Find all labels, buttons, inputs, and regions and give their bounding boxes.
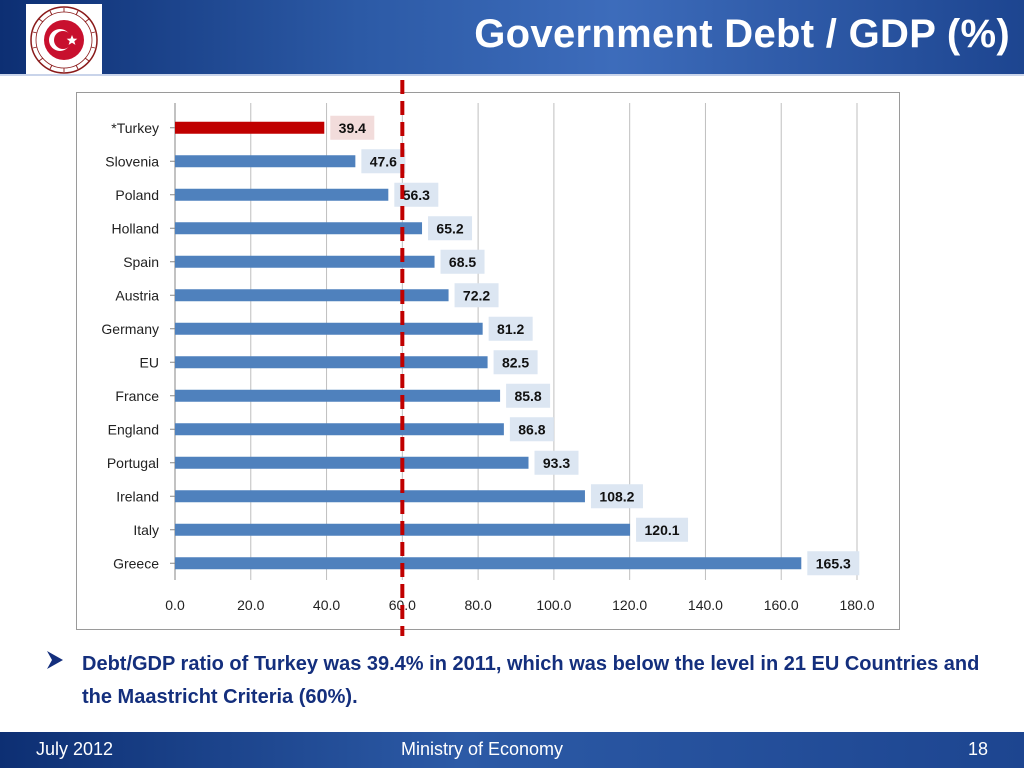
ministry-seal-icon [30,6,98,74]
x-tick-label: 180.0 [839,597,874,613]
category-label: France [115,388,159,404]
category-label: Portugal [107,455,159,471]
category-label: Ireland [116,488,159,504]
data-label: 108.2 [599,488,634,504]
x-tick-label: 160.0 [764,597,799,613]
data-label: 65.2 [436,220,463,236]
x-tick-label: 140.0 [688,597,723,613]
category-label: Austria [115,287,159,303]
slide-title: Government Debt / GDP (%) [474,12,1010,56]
bar [175,356,488,369]
data-label: 93.3 [543,455,570,471]
bar [175,490,585,503]
arrow-bullet-icon [47,651,63,669]
data-label-bg [330,115,375,140]
data-label-bg [493,350,538,375]
bar [175,523,631,536]
bar [175,188,389,201]
bar [175,423,504,436]
x-tick-label: 20.0 [237,597,264,613]
x-tick-label: 60.0 [389,597,416,613]
footer-organization: Ministry of Economy [400,739,564,759]
x-tick-label: 120.0 [612,597,647,613]
data-label: 47.6 [370,153,397,169]
page-number: 18 [967,739,988,759]
data-label: 39.4 [339,120,366,136]
category-label: Italy [133,522,159,538]
category-label: Poland [115,187,159,203]
data-label: 86.8 [518,421,545,437]
footer-date: July 2012 [36,739,114,759]
bar [175,222,423,235]
bar [175,155,356,168]
data-label: 72.2 [463,287,490,303]
bar [175,557,802,570]
bar [175,289,449,302]
bar [175,456,529,469]
data-label-bg [440,249,485,274]
category-label: Slovenia [105,153,159,169]
x-tick-label: 0.0 [165,597,185,613]
data-label-bg [636,517,689,542]
category-label: Spain [123,254,159,270]
data-label-bg [488,316,533,341]
data-label-bg [590,484,643,509]
ministry-logo [26,4,102,76]
x-tick-label: 40.0 [313,597,340,613]
bar [175,255,435,268]
category-label: Germany [101,321,159,337]
debt-gdp-chart: 0.0 20.0 40.0 60.0 80.0 100.0 120.0 140.0 160.0 1… [76,92,900,630]
slide-footer: July 2012 Ministry of Economy 18 [0,732,1024,768]
category-label: *Turkey [111,120,159,136]
data-label: 85.8 [514,388,541,404]
data-label: 165.3 [816,555,851,571]
summary-text: Debt/GDP ratio of Turkey was 39.4% in 20… [82,653,980,708]
category-label: Greece [113,555,159,571]
data-label: 82.5 [502,354,529,370]
data-label-bg [506,383,551,408]
data-label-bg [361,149,406,174]
category-label: EU [140,354,159,370]
x-tick-label: 80.0 [464,597,491,613]
data-label-bg [454,283,499,308]
data-label-bg [509,417,554,442]
bar [175,322,483,335]
bar [175,121,325,134]
slide-header: Government Debt / GDP (%) [0,0,1024,76]
data-label-bg [807,551,860,576]
x-tick-label: 100.0 [536,597,571,613]
category-label: Holland [112,220,159,236]
data-label: 56.3 [403,187,430,203]
category-label: England [108,421,159,437]
data-label-bg [428,216,473,241]
data-label: 81.2 [497,321,524,337]
data-label: 120.1 [645,522,680,538]
bar [175,389,501,402]
data-label: 68.5 [449,254,476,270]
data-label-bg [534,450,579,475]
bar-chart-canvas: 0.0 20.0 40.0 60.0 80.0 100.0 120.0 140.0 160.0 1… [101,103,875,613]
